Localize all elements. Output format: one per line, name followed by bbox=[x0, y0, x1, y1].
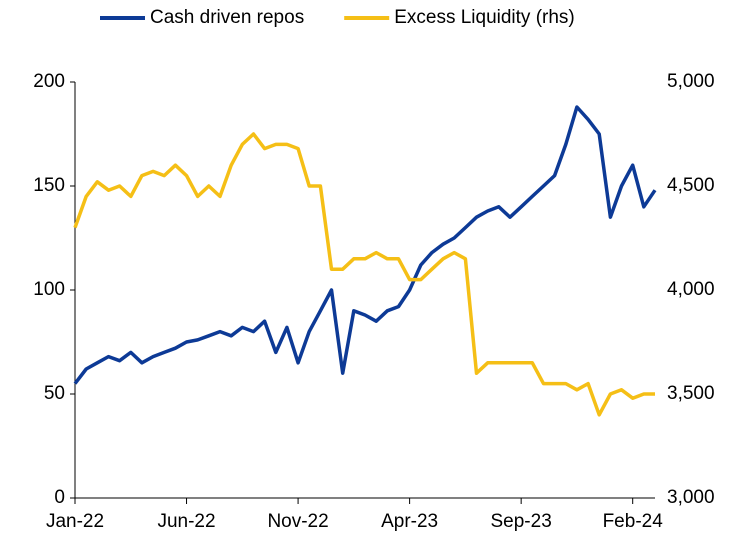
legend-label: Excess Liquidity (rhs) bbox=[394, 7, 575, 28]
data-line bbox=[73, 132, 655, 417]
x-tick-label: Apr-23 bbox=[381, 511, 438, 532]
y2-tick-label: 4,500 bbox=[667, 175, 715, 196]
y-tick-label: 100 bbox=[33, 279, 65, 300]
x-tick-label: Nov-22 bbox=[267, 511, 328, 532]
y2-tick-label: 5,000 bbox=[667, 71, 715, 92]
y-tick-label: 150 bbox=[33, 175, 65, 196]
x-tick-label: Sep-23 bbox=[491, 511, 552, 532]
y2-tick-label: 3,500 bbox=[667, 383, 715, 404]
y2-tick-label: 4,000 bbox=[667, 279, 715, 300]
x-tick-label: Feb-24 bbox=[603, 511, 664, 532]
y-tick-label: 50 bbox=[44, 383, 65, 404]
x-tick-label: Jun-22 bbox=[157, 511, 215, 532]
y-tick-label: 0 bbox=[54, 487, 65, 508]
y2-tick-label: 3,000 bbox=[667, 487, 715, 508]
data-line bbox=[73, 105, 657, 385]
legend-label: Cash driven repos bbox=[150, 7, 304, 28]
x-tick-label: Jan-22 bbox=[46, 511, 104, 532]
y-tick-label: 200 bbox=[33, 71, 65, 92]
